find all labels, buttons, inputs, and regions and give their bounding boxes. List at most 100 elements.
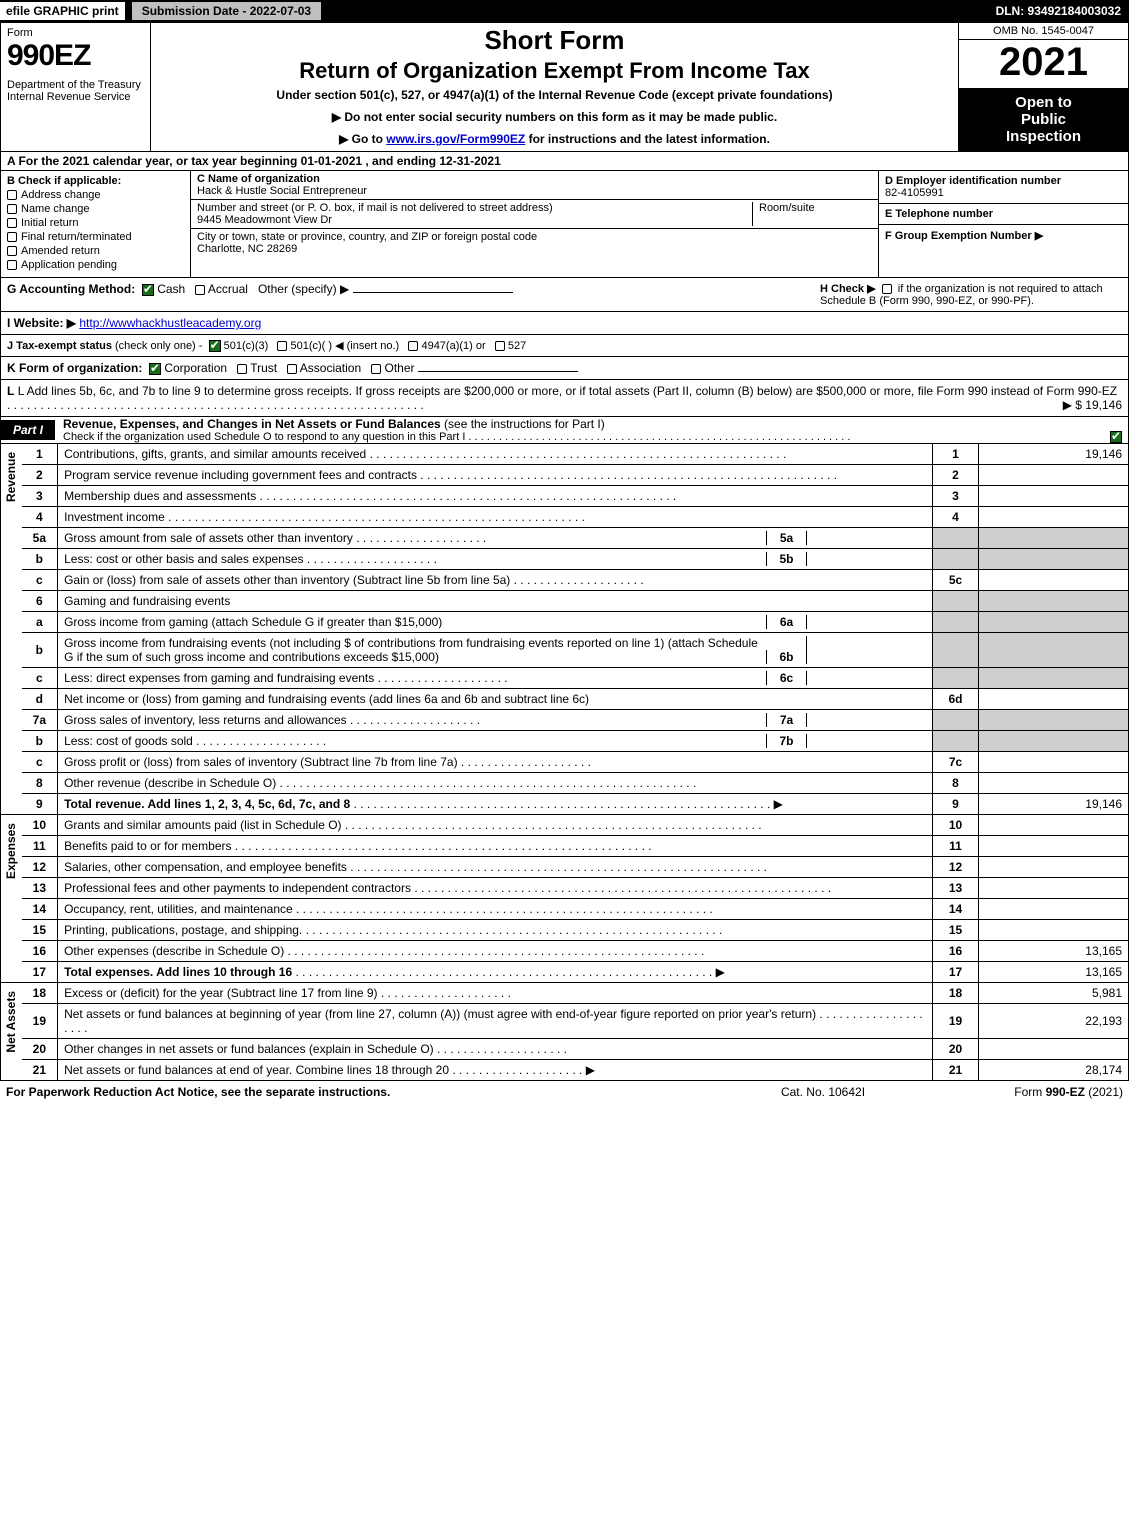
efile-label: efile GRAPHIC print	[0, 2, 125, 20]
line-12: 12Salaries, other compensation, and empl…	[22, 857, 1129, 878]
line-17: 17Total expenses. Add lines 10 through 1…	[22, 962, 1129, 983]
f-label: F Group Exemption Number ▶	[885, 229, 1122, 242]
website-link[interactable]: http://wwwhackhustleacademy.org	[79, 316, 261, 330]
line-4: 4Investment income4	[22, 507, 1129, 528]
line-6c: cLess: direct expenses from gaming and f…	[22, 668, 1129, 689]
footer-right: Form 990-EZ (2021)	[923, 1085, 1123, 1099]
block-j: J Tax-exempt status (check only one) - 5…	[0, 335, 1129, 357]
chk-501c[interactable]	[277, 341, 287, 351]
d-label: D Employer identification number	[885, 175, 1122, 187]
addr-label: Number and street (or P. O. box, if mail…	[197, 202, 752, 214]
k-label: K Form of organization:	[7, 361, 142, 375]
line-6a: aGross income from gaming (attach Schedu…	[22, 612, 1129, 633]
open-to-public: Open to Public Inspection	[959, 88, 1128, 151]
city-label: City or town, state or province, country…	[197, 231, 872, 243]
omb-number: OMB No. 1545-0047	[959, 23, 1128, 40]
block-gh: G Accounting Method: Cash Accrual Other …	[0, 278, 1129, 312]
header-center: Short Form Return of Organization Exempt…	[151, 23, 958, 151]
expenses-side-label: Expenses	[0, 815, 22, 983]
g-other: Other (specify) ▶	[258, 282, 349, 296]
footer-left: For Paperwork Reduction Act Notice, see …	[6, 1085, 723, 1099]
line-21: 21Net assets or fund balances at end of …	[22, 1060, 1129, 1081]
chk-501c3[interactable]	[209, 340, 221, 352]
line-7a: 7aGross sales of inventory, less returns…	[22, 710, 1129, 731]
irs-link[interactable]: www.irs.gov/Form990EZ	[386, 132, 525, 146]
line-13: 13Professional fees and other payments t…	[22, 878, 1129, 899]
j-note: (check only one) -	[115, 340, 202, 352]
section-a: A For the 2021 calendar year, or tax yea…	[0, 152, 1129, 171]
g-label: G Accounting Method:	[7, 282, 135, 296]
chk-final-return[interactable]: Final return/terminated	[7, 231, 184, 243]
room-label: Room/suite	[759, 202, 872, 214]
line-1: 1Contributions, gifts, grants, and simil…	[22, 444, 1129, 465]
j-label: J Tax-exempt status	[7, 340, 112, 352]
tax-year: 2021	[959, 40, 1128, 88]
g-cash: Cash	[157, 282, 185, 296]
line-19: 19Net assets or fund balances at beginni…	[22, 1004, 1129, 1039]
i-label: I Website: ▶	[7, 316, 76, 330]
line-6b: bGross income from fundraising events (n…	[22, 633, 1129, 668]
netassets-side-label: Net Assets	[0, 983, 22, 1081]
page-footer: For Paperwork Reduction Act Notice, see …	[0, 1081, 1129, 1103]
chk-527[interactable]	[495, 341, 505, 351]
line-5b: bLess: cost or other basis and sales exp…	[22, 549, 1129, 570]
line-15: 15Printing, publications, postage, and s…	[22, 920, 1129, 941]
header-left: Form 990EZ Department of the Treasury In…	[1, 23, 151, 151]
line-11: 11Benefits paid to or for members11	[22, 836, 1129, 857]
chk-h[interactable]	[882, 284, 892, 294]
line-6d: dNet income or (loss) from gaming and fu…	[22, 689, 1129, 710]
box-b: B Check if applicable: Address change Na…	[1, 171, 191, 277]
chk-assoc[interactable]	[287, 364, 297, 374]
k-other-blank[interactable]	[418, 371, 578, 372]
line-7c: cGross profit or (loss) from sales of in…	[22, 752, 1129, 773]
chk-corp[interactable]	[149, 363, 161, 375]
bullet-2-post: for instructions and the latest informat…	[525, 132, 770, 146]
open-line-3: Inspection	[963, 128, 1124, 145]
c-label: C Name of organization	[197, 173, 872, 185]
line-20: 20Other changes in net assets or fund ba…	[22, 1039, 1129, 1060]
chk-initial-return[interactable]: Initial return	[7, 217, 184, 229]
l-amount: ▶ $ 19,146	[1063, 398, 1122, 412]
line-5c: cGain or (loss) from sale of assets othe…	[22, 570, 1129, 591]
revenue-table: 1Contributions, gifts, grants, and simil…	[22, 444, 1129, 815]
revenue-block: Revenue 1Contributions, gifts, grants, a…	[0, 444, 1129, 815]
g-accrual: Accrual	[208, 282, 248, 296]
part-1-tag: Part I	[1, 420, 55, 440]
chk-trust[interactable]	[237, 364, 247, 374]
dln-label: DLN: 93492184003032	[996, 4, 1129, 18]
chk-address-change[interactable]: Address change	[7, 189, 184, 201]
street-address: 9445 Meadowmont View Dr	[197, 214, 752, 226]
chk-name-change[interactable]: Name change	[7, 203, 184, 215]
part-1-sub: Check if the organization used Schedule …	[63, 431, 1128, 443]
chk-cash[interactable]	[142, 284, 154, 296]
box-b-header: B Check if applicable:	[7, 175, 184, 187]
bullet-2-pre: ▶ Go to	[339, 132, 386, 146]
line-7b: bLess: cost of goods sold7b	[22, 731, 1129, 752]
form-number: 990EZ	[7, 39, 144, 73]
block-i: I Website: ▶ http://wwwhackhustleacademy…	[0, 312, 1129, 335]
bullet-2: ▶ Go to www.irs.gov/Form990EZ for instru…	[339, 132, 770, 146]
chk-schedule-o[interactable]	[1110, 431, 1122, 443]
org-name: Hack & Hustle Social Entrepreneur	[197, 185, 872, 197]
line-2: 2Program service revenue including gover…	[22, 465, 1129, 486]
block-l: L L Add lines 5b, 6c, and 7b to line 9 t…	[0, 380, 1129, 417]
chk-accrual[interactable]	[195, 285, 205, 295]
department-label: Department of the Treasury Internal Reve…	[7, 79, 144, 103]
box-def: D Employer identification number 82-4105…	[878, 171, 1128, 277]
l-dots	[7, 398, 424, 412]
chk-4947[interactable]	[408, 341, 418, 351]
expenses-table: 10Grants and similar amounts paid (list …	[22, 815, 1129, 983]
line-3: 3Membership dues and assessments3	[22, 486, 1129, 507]
h-label: H Check ▶	[820, 283, 876, 295]
g-other-blank[interactable]	[353, 292, 513, 293]
part-1-header: Part I Revenue, Expenses, and Changes in…	[0, 417, 1129, 444]
open-line-1: Open to	[963, 94, 1124, 111]
chk-other[interactable]	[371, 364, 381, 374]
chk-amended-return[interactable]: Amended return	[7, 245, 184, 257]
city-state-zip: Charlotte, NC 28269	[197, 243, 872, 255]
netassets-block: Net Assets 18Excess or (deficit) for the…	[0, 983, 1129, 1081]
bullet-1: ▶ Do not enter social security numbers o…	[332, 110, 777, 124]
footer-center: Cat. No. 10642I	[723, 1085, 923, 1099]
line-16: 16Other expenses (describe in Schedule O…	[22, 941, 1129, 962]
chk-application-pending[interactable]: Application pending	[7, 259, 184, 271]
